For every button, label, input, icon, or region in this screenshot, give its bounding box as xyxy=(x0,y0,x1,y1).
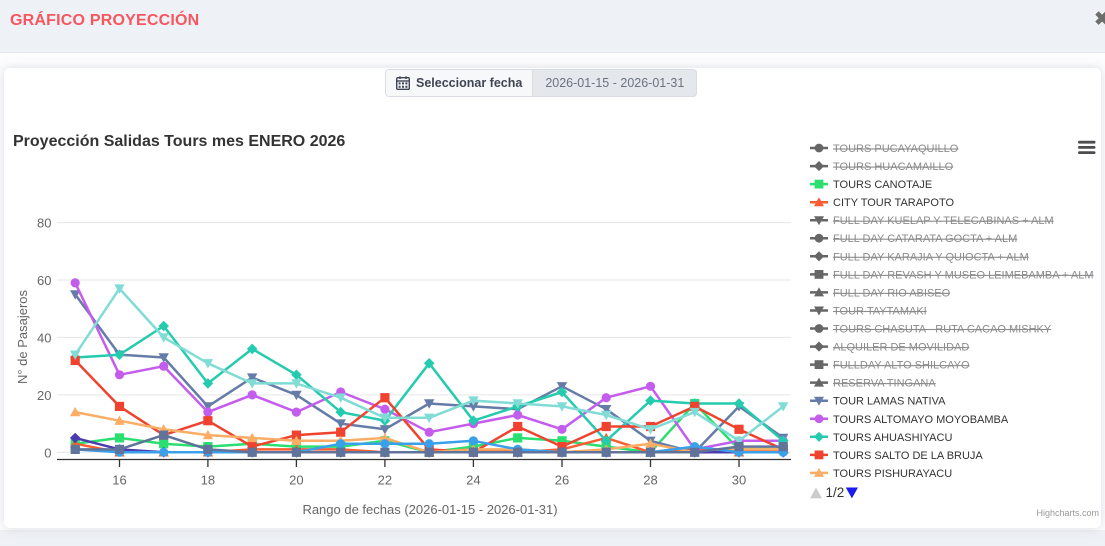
svg-text:24: 24 xyxy=(466,473,480,488)
svg-text:TOUR LAMAS NATIVA: TOUR LAMAS NATIVA xyxy=(833,396,946,408)
svg-text:30: 30 xyxy=(732,473,746,488)
svg-text:22: 22 xyxy=(378,473,392,488)
svg-text:TOURS SALTO DE LA BRUJA: TOURS SALTO DE LA BRUJA xyxy=(833,450,983,462)
svg-text:ALQUILER DE MOVILIDAD: ALQUILER DE MOVILIDAD xyxy=(833,342,969,354)
svg-text:FULL DAY KUELAP Y TELECABINAS: FULL DAY KUELAP Y TELECABINAS + ALM xyxy=(833,215,1054,227)
svg-text:TOURS HUACAMAILLO: TOURS HUACAMAILLO xyxy=(833,161,954,173)
svg-text:80: 80 xyxy=(37,216,51,231)
svg-text:20: 20 xyxy=(37,388,51,403)
svg-text:Highcharts.com: Highcharts.com xyxy=(1036,508,1099,518)
svg-text:FULLDAY ALTO SHILCAYO: FULLDAY ALTO SHILCAYO xyxy=(833,360,970,372)
svg-text:FULL DAY CATARATA GOCTA + ALM: FULL DAY CATARATA GOCTA + ALM xyxy=(833,233,1017,245)
svg-text:RESERVA TINGANA: RESERVA TINGANA xyxy=(833,378,936,390)
svg-text:18: 18 xyxy=(201,473,215,488)
svg-text:TOURS ALTOMAYO MOYOBAMBA: TOURS ALTOMAYO MOYOBAMBA xyxy=(833,414,1009,426)
svg-text:FULL DAY REVASH Y MUSEO LEIMEB: FULL DAY REVASH Y MUSEO LEIMEBAMBA + ALM xyxy=(833,269,1094,281)
svg-text:FULL DAY KARAJIA Y QUIOCTA + A: FULL DAY KARAJIA Y QUIOCTA + ALM xyxy=(833,251,1029,263)
svg-text:TOURS CANOTAJE: TOURS CANOTAJE xyxy=(833,179,932,191)
svg-text:1/2: 1/2 xyxy=(826,485,845,500)
svg-text:TOURS CHASUTA - RUTA CACAO MIS: TOURS CHASUTA - RUTA CACAO MISHKY xyxy=(833,324,1052,336)
svg-text:TOURS PUCAYAQUILLO: TOURS PUCAYAQUILLO xyxy=(833,143,959,155)
svg-text:TOURS PISHURAYACU: TOURS PISHURAYACU xyxy=(833,468,952,480)
svg-text:40: 40 xyxy=(37,330,51,345)
svg-text:20: 20 xyxy=(289,473,303,488)
svg-text:N° de Pasajeros: N° de Pasajeros xyxy=(15,289,30,384)
svg-text:TOUR TAYTAMAKI: TOUR TAYTAMAKI xyxy=(833,306,927,318)
svg-text:Rango de fechas (2026-01-15 -: Rango de fechas (2026-01-15 - 2026-01-31… xyxy=(302,502,557,517)
svg-text:28: 28 xyxy=(643,473,657,488)
svg-text:TOURS AHUASHIYACU: TOURS AHUASHIYACU xyxy=(833,432,952,444)
svg-text:16: 16 xyxy=(112,473,126,488)
svg-text:FULL DAY RIO ABISEO: FULL DAY RIO ABISEO xyxy=(833,287,951,299)
svg-text:CITY TOUR TARAPOTO: CITY TOUR TARAPOTO xyxy=(833,197,954,209)
svg-text:0: 0 xyxy=(44,445,51,460)
svg-text:Proyección Salidas Tours mes E: Proyección Salidas Tours mes ENERO 2026 xyxy=(13,133,345,150)
svg-text:26: 26 xyxy=(555,473,569,488)
svg-text:60: 60 xyxy=(37,273,51,288)
